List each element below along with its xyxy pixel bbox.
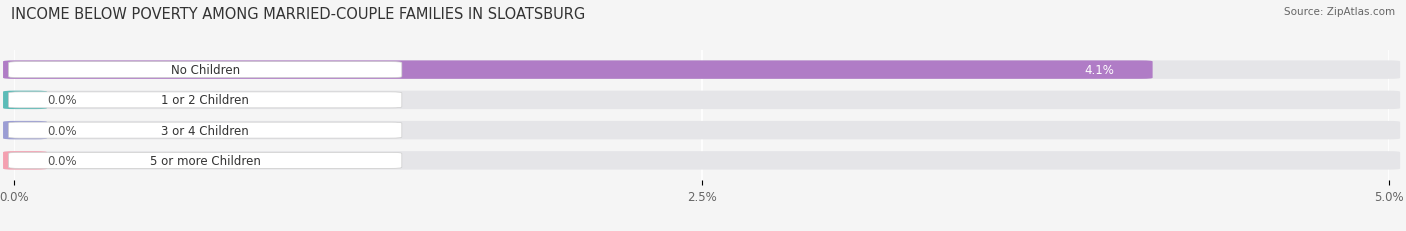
FancyBboxPatch shape [8, 92, 402, 108]
FancyBboxPatch shape [3, 61, 1400, 79]
FancyBboxPatch shape [8, 62, 402, 78]
FancyBboxPatch shape [3, 122, 46, 140]
Text: 5 or more Children: 5 or more Children [150, 154, 260, 167]
FancyBboxPatch shape [3, 152, 1400, 170]
Text: 4.1%: 4.1% [1084, 64, 1114, 77]
Text: 0.0%: 0.0% [46, 154, 77, 167]
FancyBboxPatch shape [3, 91, 1400, 109]
FancyBboxPatch shape [3, 91, 46, 109]
FancyBboxPatch shape [3, 122, 1400, 140]
Text: No Children: No Children [170, 64, 240, 77]
FancyBboxPatch shape [8, 153, 402, 169]
Text: INCOME BELOW POVERTY AMONG MARRIED-COUPLE FAMILIES IN SLOATSBURG: INCOME BELOW POVERTY AMONG MARRIED-COUPL… [11, 7, 585, 22]
FancyBboxPatch shape [3, 152, 46, 170]
FancyBboxPatch shape [3, 61, 1153, 79]
Text: 0.0%: 0.0% [46, 94, 77, 107]
Text: Source: ZipAtlas.com: Source: ZipAtlas.com [1284, 7, 1395, 17]
Text: 1 or 2 Children: 1 or 2 Children [162, 94, 249, 107]
Text: 0.0%: 0.0% [46, 124, 77, 137]
FancyBboxPatch shape [8, 123, 402, 139]
Text: 3 or 4 Children: 3 or 4 Children [162, 124, 249, 137]
